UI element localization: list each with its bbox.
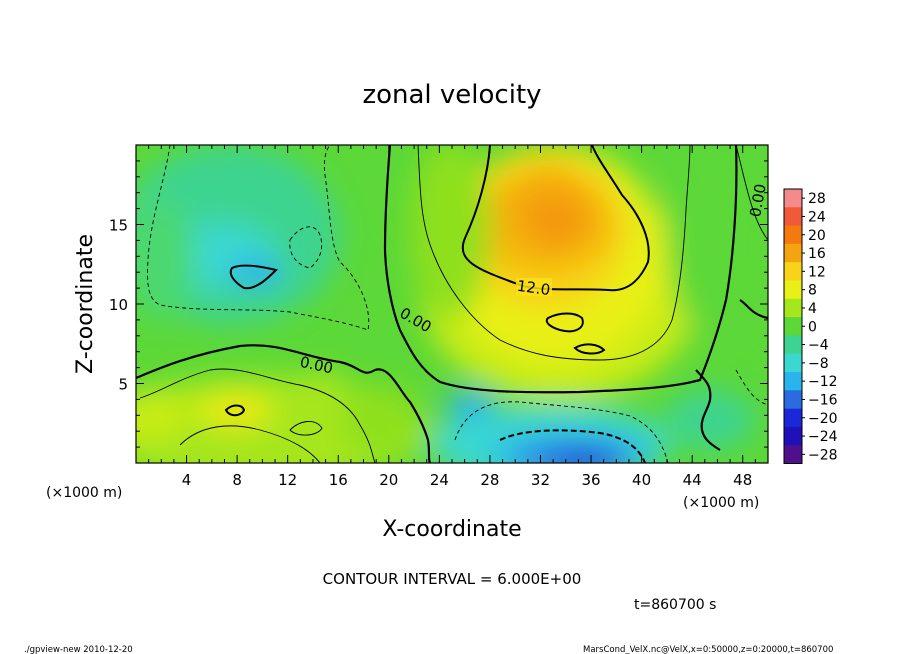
x-tick-label: 40 [632, 471, 651, 489]
x-tick-label: 12 [278, 471, 297, 489]
colorbar-swatch [784, 372, 802, 391]
contour-label: 0.00 [746, 182, 770, 218]
colorbar-swatch [784, 280, 802, 300]
y-axis-ticks: 5 10 15 [109, 160, 768, 448]
zero-contour [136, 145, 738, 463]
colorbar-label: 0 [808, 319, 817, 335]
colorbar-swatch [784, 243, 802, 263]
contour-lines [136, 145, 768, 463]
colorbar-swatch [784, 207, 802, 226]
colorbar-swatch [784, 225, 802, 245]
x-tick-label: 8 [232, 471, 242, 489]
footer-right: MarsCond_VelX.nc@VelX,x=0:50000,z=0:2000… [583, 645, 833, 654]
colorbar-swatch [784, 390, 802, 409]
x-tick-label: 20 [379, 471, 398, 489]
colorbar-swatch [784, 353, 802, 373]
colorbar-label: 12 [808, 264, 826, 280]
x-axis-label: X-coordinate [382, 517, 521, 542]
colorbar-swatch [784, 317, 802, 336]
colorbar-swatch [784, 189, 802, 208]
colorbar-label: 4 [808, 301, 817, 317]
colorbar-label: −28 [808, 447, 838, 463]
colorbar-swatch [784, 262, 802, 281]
y-tick-label: 15 [109, 217, 128, 235]
x-unit-label: (×1000 m) [683, 495, 759, 511]
colorbar-swatch [784, 445, 802, 464]
colorbar-label: −8 [808, 356, 829, 372]
colorbar-label: −24 [808, 429, 838, 445]
twelve-contour [462, 145, 650, 292]
y-axis-label: Z-coordinate [73, 234, 98, 374]
chart-title: zonal velocity [362, 80, 541, 110]
colorbar-label: 28 [808, 191, 826, 207]
footer-left: ./gpview-new 2010-12-20 [24, 645, 133, 654]
x-tick-label: 24 [430, 471, 449, 489]
x-tick-label: 32 [531, 471, 550, 489]
contour-interval-text: CONTOUR INTERVAL = 6.000E+00 [323, 570, 582, 588]
colorbar-label: 24 [808, 209, 826, 225]
y-tick-label: 5 [118, 376, 128, 394]
color-field [136, 145, 768, 463]
contour-label: 12.0 [516, 277, 552, 299]
x-tick-label: 48 [733, 471, 752, 489]
colorbar-label: −4 [808, 338, 829, 354]
plot-area: 12.0 0.00 0.00 0.00 [136, 145, 770, 463]
x-tick-label: 28 [480, 471, 499, 489]
colorbar-swatch [784, 408, 802, 428]
x-tick-label: 16 [329, 471, 348, 489]
colorbar-label: 20 [808, 228, 826, 244]
time-text: t=860700 s [634, 597, 716, 613]
x-tick-label: 36 [581, 471, 600, 489]
x-tick-label: 44 [683, 471, 702, 489]
colorbar: 28 24 20 16 12 8 4 0 −4 −8 −12 −16 −20 −24 −28 [783, 188, 838, 464]
colorbar-label: −16 [808, 392, 838, 408]
colorbar-label: 16 [808, 246, 826, 262]
colorbar-swatch [784, 426, 802, 446]
colorbar-label: −20 [808, 411, 838, 427]
colorbar-label: −12 [808, 374, 838, 390]
x-axis-ticks: 4 8 12 16 20 24 28 32 36 40 44 48 [148, 145, 756, 489]
colorbar-swatch [784, 335, 802, 354]
z-unit-label: (×1000 m) [46, 485, 122, 501]
y-tick-label: 10 [109, 296, 128, 314]
colorbar-label: 8 [808, 283, 817, 299]
colorbar-swatch [784, 298, 802, 318]
x-tick-label: 4 [182, 471, 192, 489]
